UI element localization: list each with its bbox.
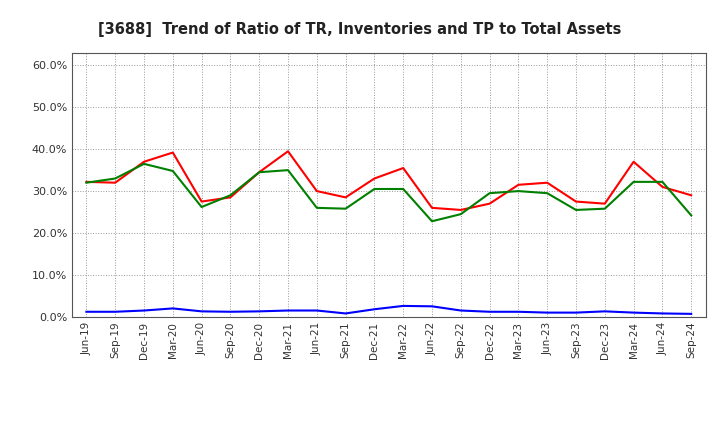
Line: Trade Payables: Trade Payables (86, 164, 691, 221)
Inventories (428, 304, 436, 309)
Trade Receivables (658, 184, 667, 190)
Trade Payables (629, 179, 638, 184)
Line: Trade Receivables: Trade Receivables (86, 151, 691, 210)
Trade Payables (197, 204, 206, 209)
Text: [3688]  Trend of Ratio of TR, Inventories and TP to Total Assets: [3688] Trend of Ratio of TR, Inventories… (99, 22, 621, 37)
Inventories (82, 309, 91, 315)
Trade Payables (399, 187, 408, 192)
Trade Receivables (370, 176, 379, 181)
Trade Payables (428, 219, 436, 224)
Inventories (226, 309, 235, 315)
Trade Receivables (168, 150, 177, 155)
Trade Receivables (572, 199, 580, 204)
Trade Receivables (399, 165, 408, 171)
Trade Receivables (82, 179, 91, 184)
Trade Receivables (111, 180, 120, 185)
Trade Payables (456, 212, 465, 217)
Trade Receivables (341, 195, 350, 200)
Trade Receivables (629, 159, 638, 165)
Trade Payables (111, 176, 120, 181)
Trade Payables (284, 168, 292, 173)
Trade Payables (312, 205, 321, 210)
Trade Payables (226, 193, 235, 198)
Inventories (485, 309, 494, 315)
Trade Receivables (687, 193, 696, 198)
Inventories (255, 309, 264, 314)
Trade Payables (600, 206, 609, 211)
Trade Receivables (255, 169, 264, 175)
Inventories (687, 311, 696, 316)
Trade Receivables (226, 195, 235, 200)
Trade Payables (370, 187, 379, 192)
Trade Receivables (485, 201, 494, 206)
Inventories (572, 310, 580, 315)
Trade Receivables (284, 149, 292, 154)
Trade Receivables (140, 159, 148, 165)
Inventories (312, 308, 321, 313)
Inventories (140, 308, 148, 313)
Inventories (658, 311, 667, 316)
Inventories (629, 310, 638, 315)
Line: Inventories: Inventories (86, 306, 691, 314)
Trade Payables (255, 169, 264, 175)
Trade Receivables (428, 205, 436, 210)
Trade Payables (168, 169, 177, 174)
Inventories (284, 308, 292, 313)
Trade Payables (82, 180, 91, 185)
Inventories (370, 307, 379, 312)
Trade Receivables (543, 180, 552, 185)
Trade Payables (341, 206, 350, 211)
Trade Payables (687, 213, 696, 218)
Trade Payables (658, 179, 667, 184)
Trade Receivables (456, 207, 465, 213)
Trade Payables (485, 191, 494, 196)
Inventories (514, 309, 523, 315)
Inventories (111, 309, 120, 315)
Inventories (341, 311, 350, 316)
Trade Payables (543, 191, 552, 196)
Inventories (600, 309, 609, 314)
Inventories (168, 306, 177, 311)
Trade Payables (572, 207, 580, 213)
Trade Receivables (197, 199, 206, 204)
Trade Receivables (514, 182, 523, 187)
Inventories (456, 308, 465, 313)
Inventories (543, 310, 552, 315)
Inventories (197, 309, 206, 314)
Trade Receivables (312, 188, 321, 194)
Trade Receivables (600, 201, 609, 206)
Trade Payables (140, 161, 148, 166)
Trade Payables (514, 188, 523, 194)
Inventories (399, 303, 408, 308)
